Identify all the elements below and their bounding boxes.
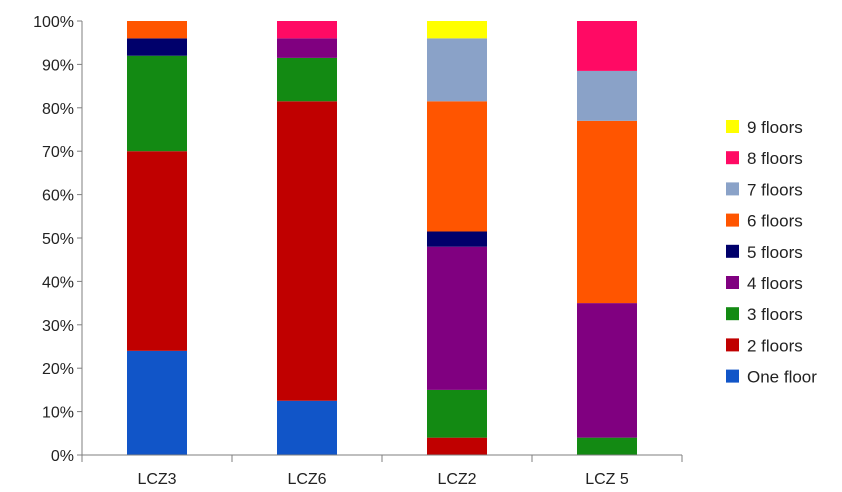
y-tick-label: 80% [42, 101, 74, 118]
y-tick-label: 50% [42, 231, 74, 248]
axes [77, 20, 683, 462]
legend-swatch [726, 307, 739, 321]
y-tick-label: 70% [42, 144, 74, 161]
legend-label: 5 floors [747, 243, 803, 262]
bar-segment [577, 120, 637, 304]
legend-label: 4 floors [747, 274, 803, 293]
bar-segment [277, 57, 337, 102]
bar-segment [427, 231, 487, 247]
y-tick-label: 40% [42, 274, 74, 291]
legend-swatch [726, 182, 739, 196]
x-tick-label: LCZ6 [287, 471, 326, 488]
y-tick-label: 30% [42, 318, 74, 335]
bar-segment [427, 246, 487, 390]
bar-segment [127, 350, 187, 455]
y-tick-label: 100% [33, 14, 74, 31]
bar-segment [277, 38, 337, 58]
x-tick-label: LCZ2 [437, 471, 476, 488]
legend-label: 3 floors [747, 305, 803, 324]
bar-segment [577, 21, 637, 71]
legend-label: 9 floors [747, 118, 803, 137]
bar-segment [577, 70, 637, 121]
y-tick-label: 60% [42, 188, 74, 205]
bar-segment [127, 151, 187, 351]
y-axis-labels: 0% 10% 20% 30% 40% 50% 60% 70% 80% 90% 100% [33, 14, 74, 465]
bar-segment [127, 55, 187, 152]
bar-segment [427, 21, 487, 39]
legend-swatch [726, 338, 739, 352]
legend-label: 6 floors [747, 212, 803, 231]
legend-swatch [726, 276, 739, 289]
bar-segment [277, 101, 337, 401]
y-tick-label: 90% [42, 57, 74, 74]
legend-label: 8 floors [747, 149, 803, 168]
legend-label: 2 floors [747, 336, 803, 355]
bar-segment [427, 389, 487, 438]
legend-label: 7 floors [747, 180, 803, 199]
x-tick-label: LCZ 5 [585, 471, 629, 488]
bar-segment [277, 21, 337, 39]
legend-swatch [726, 151, 739, 165]
bar-segment [427, 437, 487, 455]
bar-segment [427, 38, 487, 102]
x-axis-labels: LCZ3 LCZ6 LCZ2 LCZ 5 [137, 471, 628, 488]
bar-segment [127, 38, 187, 56]
x-tick-label: LCZ3 [137, 471, 176, 488]
legend-swatch [726, 120, 739, 133]
y-tick-label: 10% [42, 405, 74, 422]
bar-segment [577, 437, 637, 455]
legend: 9 floors 8 floors 7 floors 6 floors 5 floors… [726, 118, 817, 387]
y-tick-label: 20% [42, 361, 74, 378]
bar-segment [277, 400, 337, 455]
bars [127, 21, 637, 455]
bar-segment [427, 101, 487, 232]
legend-label: One floor [747, 368, 817, 387]
legend-swatch [726, 244, 739, 258]
legend-swatch [726, 369, 739, 383]
bar-segment [577, 303, 637, 438]
y-tick-label: 0% [51, 448, 74, 465]
bar-segment [127, 21, 187, 39]
legend-swatch [726, 213, 739, 227]
